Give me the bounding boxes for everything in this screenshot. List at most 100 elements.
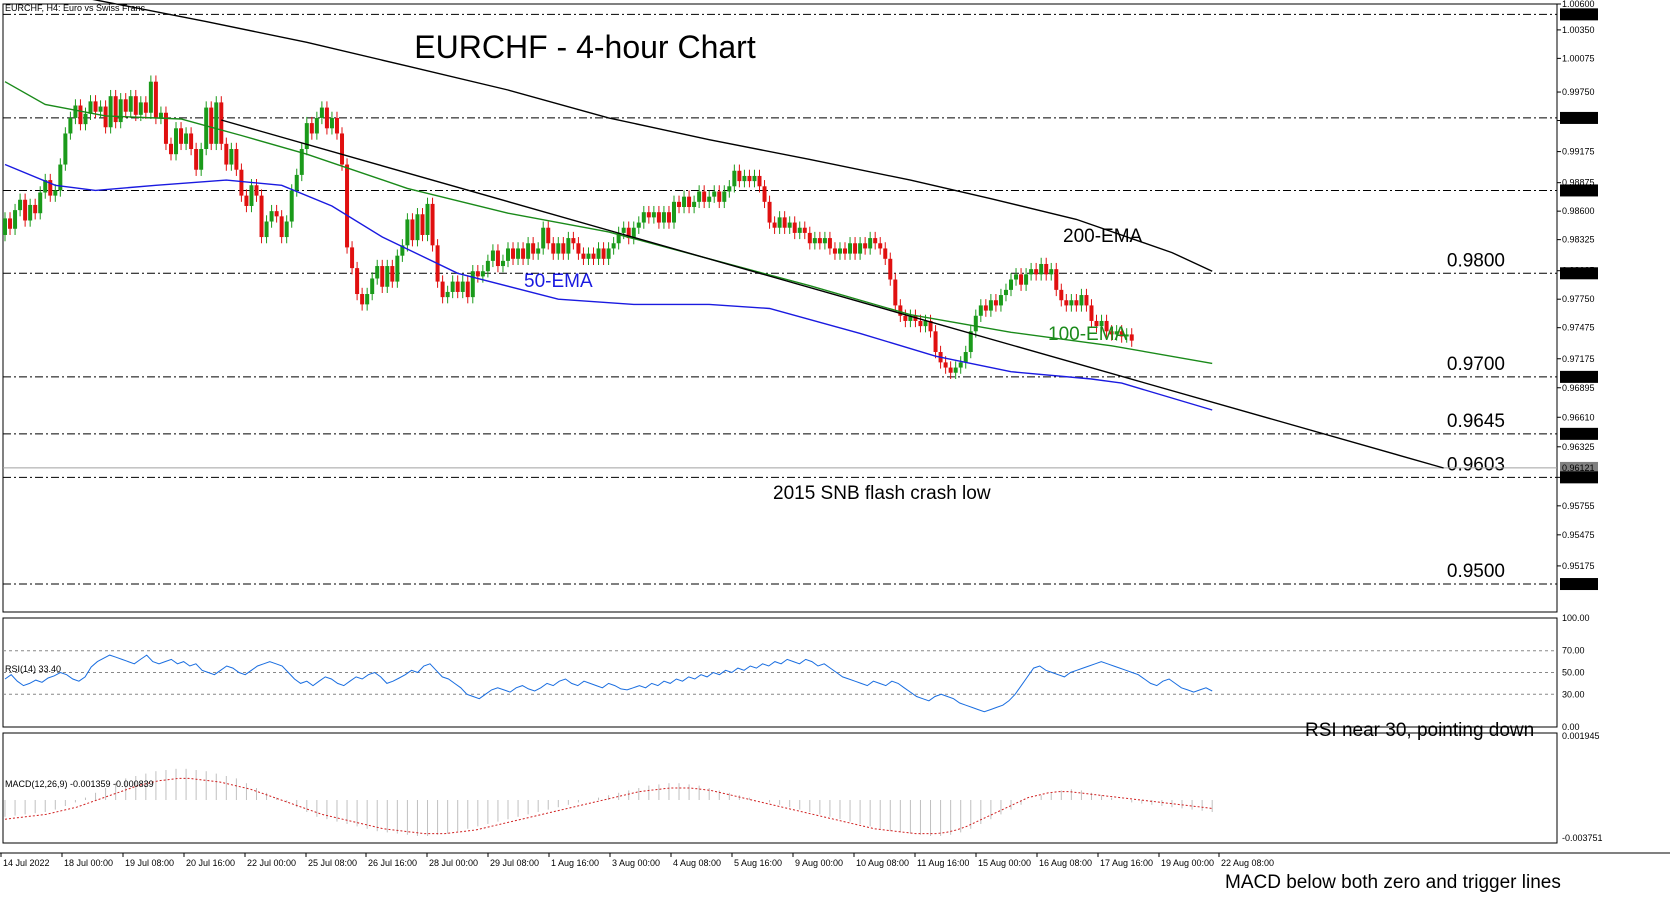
candle-body [395, 255, 400, 282]
candle-body [757, 175, 762, 187]
candle-body [586, 253, 591, 259]
candle-body [591, 253, 596, 259]
candle-body [214, 102, 219, 144]
candle-body [702, 191, 707, 202]
candle-body [279, 216, 284, 238]
candle-body [948, 367, 953, 373]
candle-body [259, 195, 264, 238]
rsi-tick-label: 50.00 [1562, 668, 1585, 678]
rsi-tick-label: 30.00 [1562, 689, 1585, 699]
candle-body [858, 243, 863, 254]
candle-body [848, 243, 853, 254]
candle-body [148, 81, 153, 113]
candle-body [1064, 300, 1069, 306]
candle-body [194, 149, 199, 170]
candle-body [73, 105, 78, 118]
rsi-tick-label: 70.00 [1562, 646, 1585, 656]
macd-pane-frame [2, 732, 1558, 844]
candle-body [365, 294, 370, 305]
x-tick-label: 22 Aug 08:00 [1221, 858, 1274, 868]
candle-body [350, 247, 355, 269]
candle-body [581, 253, 586, 259]
candle-body [360, 294, 365, 305]
x-tick-label: 4 Aug 08:00 [673, 858, 721, 868]
level-label: 0.9700 [1447, 354, 1505, 375]
candle-body [390, 266, 395, 282]
candle-body [506, 248, 510, 261]
candle-body [269, 211, 274, 222]
candle-body [224, 143, 229, 165]
y-tick-label: 0.99750 [1562, 87, 1595, 97]
level-label: 0.9645 [1447, 411, 1505, 432]
candle-body [571, 238, 576, 244]
candle-body [631, 227, 636, 239]
candle-body [802, 227, 807, 233]
candle-body [254, 185, 259, 196]
level-label: 0.9500 [1447, 561, 1505, 582]
candle-body [988, 300, 993, 311]
candle-body [400, 245, 405, 256]
candle-body [1059, 289, 1064, 301]
price-box-label: 0.95000 [1562, 579, 1595, 589]
y-tick-label: 0.99175 [1562, 147, 1595, 157]
candle-body [626, 227, 631, 239]
candle-body [687, 196, 692, 208]
candle-body [1089, 305, 1094, 321]
candle-body [1079, 295, 1084, 306]
candle-body [536, 248, 541, 254]
candle-body [58, 164, 63, 191]
candle-body [1129, 334, 1134, 341]
candle-body [299, 149, 304, 175]
y-tick-label: 0.96610 [1562, 412, 1595, 422]
candle-body [616, 232, 621, 244]
candle-body [345, 164, 350, 248]
candle-body [274, 211, 279, 217]
candle-body [983, 305, 988, 311]
candle-body [480, 271, 485, 277]
x-tick-label: 19 Aug 00:00 [1161, 858, 1214, 868]
candle-body [1104, 320, 1109, 332]
candle-body [465, 281, 470, 298]
candle-body [138, 102, 143, 115]
candle-body [199, 149, 204, 170]
candle-body [611, 243, 616, 249]
x-tick-label: 19 Jul 08:00 [125, 858, 174, 868]
candle-body [355, 268, 360, 295]
candle-body [158, 112, 163, 118]
rsi-annotation: RSI near 30, pointing down [1305, 720, 1534, 741]
candle-body [143, 102, 148, 113]
candle-body [968, 331, 973, 353]
candle-body [792, 222, 797, 233]
candle-body [420, 214, 425, 235]
price-box [1560, 370, 1598, 383]
candle-body [219, 102, 224, 144]
candle-body [556, 243, 561, 254]
candle-body [1119, 331, 1124, 337]
candle-body [450, 281, 455, 292]
x-tick-label: 3 Aug 00:00 [612, 858, 660, 868]
candle-body [98, 106, 103, 112]
candle-body [189, 133, 194, 150]
candle-body [1003, 289, 1008, 296]
candle-body [606, 248, 611, 259]
100-ema-line [4, 81, 1213, 365]
candle-body [817, 238, 822, 244]
50-ema-line [4, 163, 1213, 411]
candle-body [455, 281, 460, 292]
candle-body [168, 143, 173, 155]
x-tick-label: 16 Aug 08:00 [1039, 858, 1092, 868]
macd-header: MACD(12,26,9) -0.001359 -0.000839 [5, 779, 154, 789]
candle-body [752, 175, 757, 182]
candle-body [782, 217, 787, 228]
price-box [1560, 267, 1598, 280]
candle-body [843, 248, 848, 254]
y-tick-label: 0.97750 [1562, 294, 1595, 304]
candle-body [837, 248, 842, 254]
symbol-header: EURCHF, H4: Euro vs Swiss Franc [5, 3, 146, 13]
x-tick-label: 14 Jul 2022 [3, 858, 50, 868]
candle-body [78, 105, 83, 125]
candle-body [440, 281, 445, 298]
candle-body [284, 221, 289, 238]
candle-body [943, 362, 948, 368]
